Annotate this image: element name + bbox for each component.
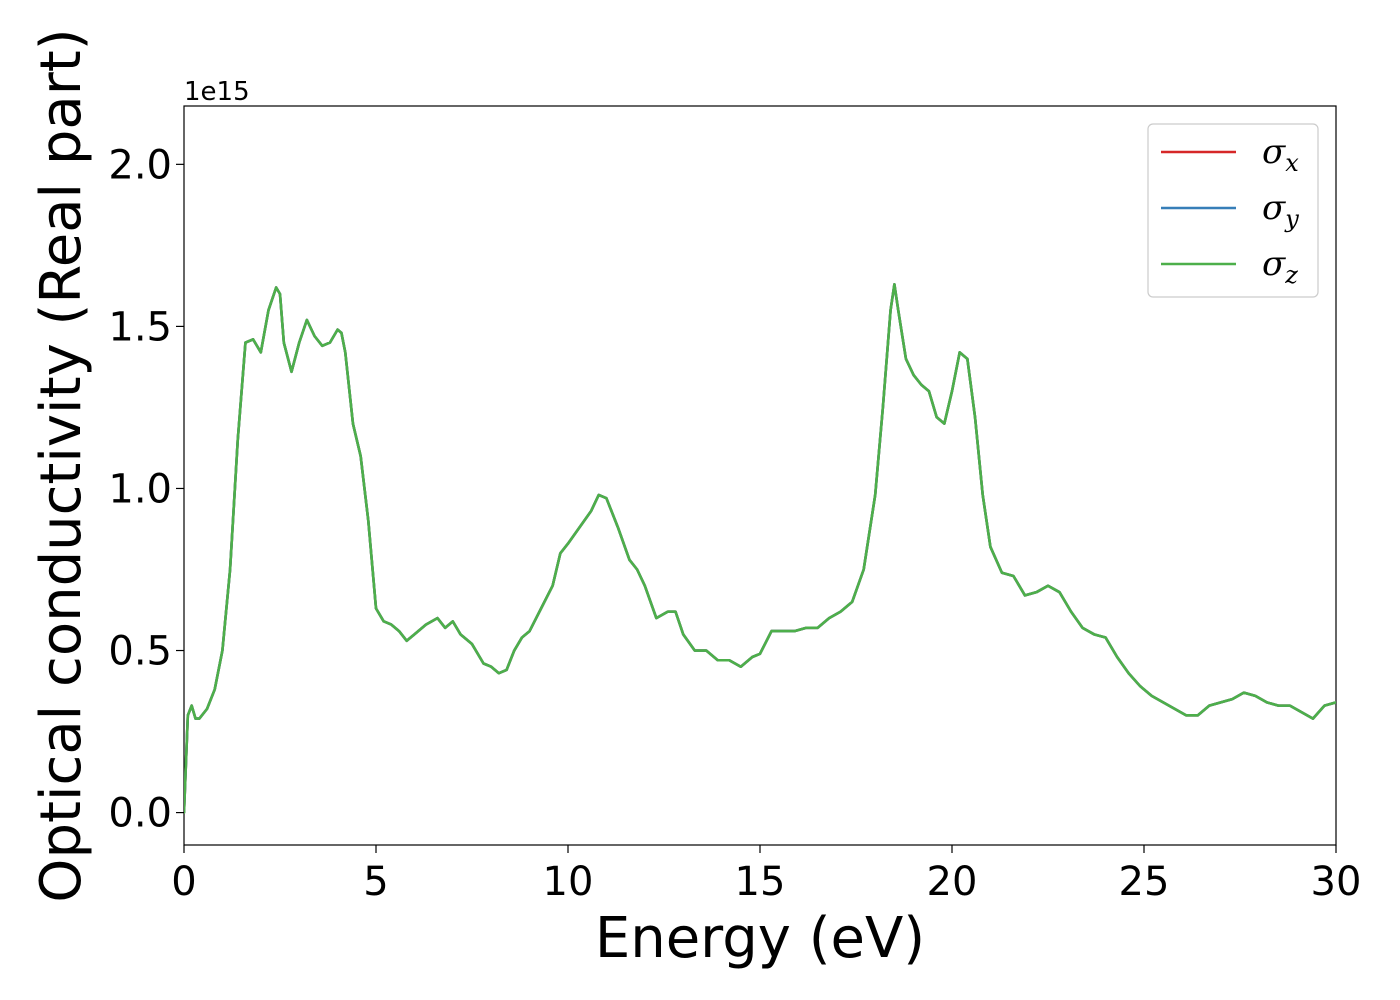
y-tick-label: 0.5 (108, 629, 172, 675)
y-tick-label: 2.0 (108, 142, 172, 188)
x-tick-label: 30 (1311, 859, 1362, 905)
x-tick-label: 10 (543, 859, 594, 905)
series-line-z (184, 282, 1336, 814)
x-tick-label: 0 (171, 859, 196, 905)
legend-label-z: σz (1262, 244, 1298, 289)
legend: σx σy σz (1147, 123, 1319, 298)
y-tick-label: 1.5 (108, 304, 172, 350)
series-layer (184, 282, 1336, 814)
legend-label-x: σx (1262, 132, 1299, 177)
x-tick-label: 20 (927, 859, 978, 905)
legend-box (1147, 123, 1319, 298)
legend-label-y: σy (1262, 188, 1299, 233)
x-axis-title: Energy (eV) (595, 906, 925, 971)
y-axis-ticks: 0.0 0.5 1.0 1.5 2.0 (108, 142, 184, 837)
plot-area: 0 5 10 15 20 25 30 0.0 0.5 1.0 1.5 2.0 (108, 105, 1361, 905)
x-tick-label: 15 (735, 859, 786, 905)
x-tick-label: 25 (1119, 859, 1170, 905)
y-tick-label: 1.0 (108, 466, 172, 512)
x-tick-label: 5 (363, 859, 388, 905)
y-axis-offset-label: 1e15 (184, 77, 250, 107)
y-axis-title: Optical conductivity (Real part) (29, 28, 94, 902)
x-axis-ticks: 0 5 10 15 20 25 30 (171, 845, 1361, 905)
y-tick-label: 0.0 (108, 791, 172, 837)
